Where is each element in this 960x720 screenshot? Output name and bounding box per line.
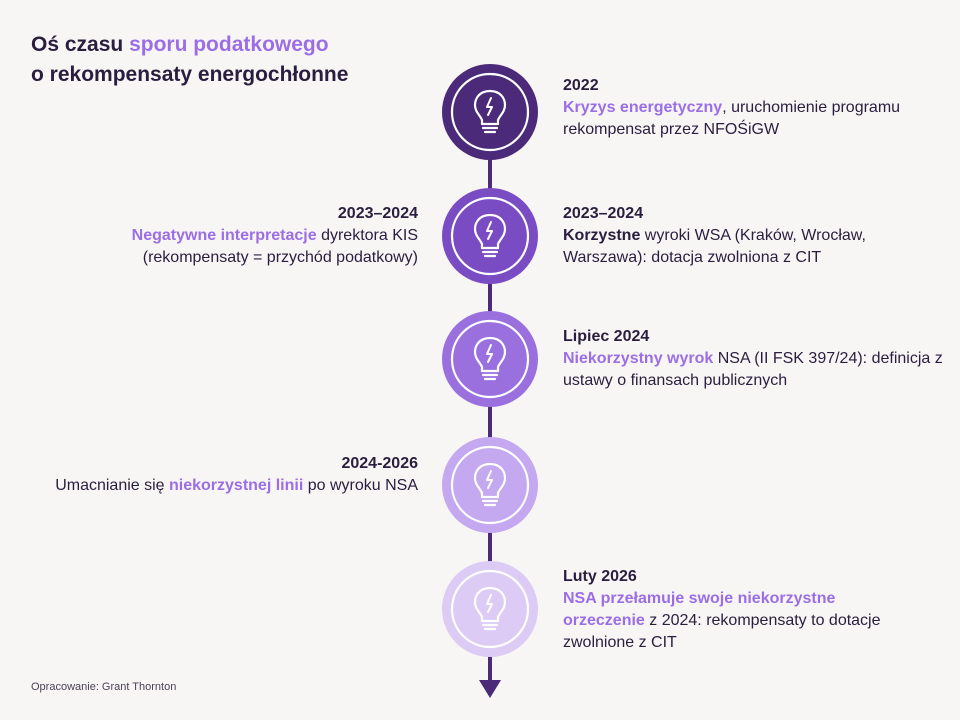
lightbulb-icon [450,196,530,276]
event-highlight: Kryzys energetyczny [563,99,723,116]
event-text: z 2024: rekompensaty to dotacje zwolnion… [563,612,881,651]
lightbulb-icon [450,319,530,399]
source-footer: Opracowanie: Grant Thornton [31,681,177,693]
timeline-arrow [479,680,501,698]
timeline-node-2 [442,188,538,284]
event-text: NSA (II FSK 397/24): definicja z ustawy … [563,350,943,389]
timeline-node-1 [442,64,538,160]
event-text: , uruchomienie programu rekompensat prze… [563,99,901,138]
event-lipiec-2024: Lipiec 2024 Niekorzystny wyrok NSA (II F… [563,326,943,392]
event-text: wyroki WSA (Kraków, Wrocław, Warszawa): … [563,227,866,266]
event-text: dyrektora KIS (rekompensaty = przychód p… [142,227,418,266]
event-highlight: Korzystne [563,227,641,244]
event-2022: 2022 Kryzys energetyczny, uruchomienie p… [563,75,943,141]
event-date: 2023–2024 [337,205,418,222]
title-prefix: Oś czasu [31,33,130,56]
page-title: Oś czasu sporu podatkowego o rekompensat… [31,30,348,90]
event-pre: Umacnianie się [55,477,170,494]
event-highlight: Negatywne interpretacje [131,227,317,244]
event-date: Luty 2026 [563,568,637,585]
event-date: 2023–2024 [563,205,644,222]
event-highlight: Niekorzystny wyrok [563,350,714,367]
timeline-node-3 [442,311,538,407]
event-luty-2026: Luty 2026 NSA przełamuje swoje niekorzys… [563,566,893,654]
lightbulb-icon [450,445,530,525]
timeline-axis [488,135,492,685]
event-2023-2024-left: 2023–2024 Negatywne interpretacje dyrekt… [38,203,418,269]
event-highlight: NSA przełamuje swoje niekorzystne orzecz… [563,590,836,629]
event-text: po wyroku NSA [303,477,418,494]
event-date: 2022 [563,77,599,94]
timeline-node-5 [442,561,538,657]
event-date: 2024-2026 [341,455,418,472]
event-highlight: niekorzystnej linii [169,477,304,494]
event-date: Lipiec 2024 [563,328,650,345]
event-2023-2024-right: 2023–2024 Korzystne wyroki WSA (Kraków, … [563,203,943,269]
event-2024-2026: 2024-2026 Umacnianie się niekorzystnej l… [38,453,418,497]
timeline-node-4 [442,437,538,533]
lightbulb-icon [450,569,530,649]
title-line-2: o rekompensaty energochłonne [31,63,349,86]
lightbulb-icon [450,72,530,152]
title-highlight: sporu podatkowego [129,33,329,56]
